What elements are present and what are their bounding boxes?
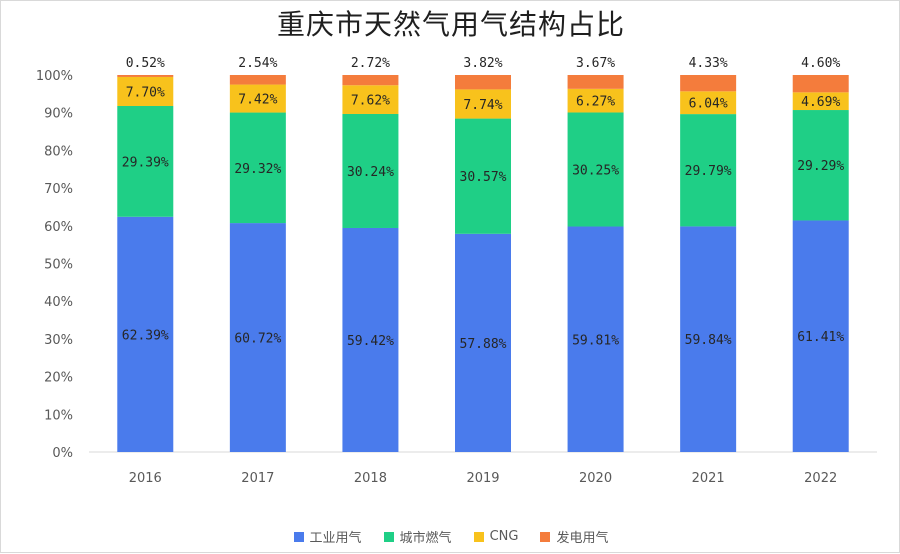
data-label: 3.67% [576,56,615,71]
y-tick-label: 80% [44,144,73,159]
bar-segment [117,105,174,217]
bar-segment [342,75,399,86]
legend-swatch [293,531,304,542]
legend: 工业用气 城市燃气 CNG 发电用气 [1,527,900,546]
data-label: 6.27% [576,95,615,110]
bar-segment [680,91,737,115]
x-tick-label: 2021 [692,471,725,486]
bar-segment [229,223,286,452]
y-tick-label: 30% [44,333,73,348]
data-label: 30.57% [460,170,507,185]
data-label: 60.72% [234,332,281,347]
bar-segment [342,85,399,114]
y-tick-label: 100% [36,69,73,84]
x-tick-label: 2019 [466,471,499,486]
legend-swatch [540,531,551,542]
bar-segment [342,113,399,228]
bar-segment [680,226,737,452]
bar-segment [342,227,399,452]
bar-segment [567,226,624,452]
y-tick-label: 20% [44,371,73,386]
x-axis-tick-labels: 2016 2017 2018 2019 2020 2021 2022 [129,471,838,486]
data-label: 57.88% [460,337,507,352]
bar-segment [680,114,737,227]
data-label: 29.29% [797,159,844,174]
chart-title: 重庆市天然气用气结构占比 [276,8,625,41]
data-label: 29.32% [234,162,281,177]
data-label: 4.33% [689,56,728,71]
y-axis-tick-labels: 0% 10% 20% 30% 40% 50% 60% 70% 80% 90% 100% [36,69,73,461]
bar-segment [117,216,174,452]
data-label: 7.42% [238,93,277,108]
bar-segment [455,118,511,234]
bar-segment [455,75,511,90]
bar-segment [229,112,286,224]
data-label: 7.70% [126,85,165,100]
bar-segment [455,89,511,119]
y-tick-label: 90% [44,107,73,122]
bar-segment [567,88,624,113]
data-label: 61.41% [797,330,844,345]
bar-segment [117,76,174,106]
bar-segment [680,75,737,92]
y-tick-label: 40% [44,295,73,310]
data-label: 2.72% [351,56,390,71]
data-label: 0.52% [126,56,165,71]
legend-label: 发电用气 [556,531,609,546]
legend-item: 工业用气 [293,527,362,546]
legend-item: CNG [473,527,519,546]
bar-segment [567,75,624,89]
bar-segment [229,84,286,113]
data-label: 3.82% [463,56,502,71]
data-label: 59.42% [347,334,394,349]
data-label: 7.74% [463,98,502,113]
data-label: 29.79% [685,164,732,179]
bar-segment [455,233,511,452]
bars-group [117,75,849,452]
data-label: 30.24% [347,165,394,180]
x-tick-label: 2022 [804,471,837,486]
y-tick-label: 60% [44,220,73,235]
bar-segment [792,220,849,452]
bar-segment [792,92,849,111]
y-tick-label: 50% [44,258,73,273]
data-label: 7.62% [351,94,390,109]
data-label: 59.81% [572,333,619,348]
bar-segment [792,75,849,93]
y-tick-label: 0% [52,446,73,461]
bar-segment [567,112,624,227]
data-label: 30.25% [572,163,619,178]
y-tick-label: 70% [44,182,73,197]
data-labels-group: 62.39% 29.39% 7.70% 0.52% 60.72% 29.32% 7.42% 2… [122,56,845,352]
data-label: 6.04% [689,97,728,112]
x-tick-label: 2017 [241,471,274,486]
data-label: 29.39% [122,155,169,170]
data-label: 59.84% [685,333,732,348]
x-tick-label: 2020 [579,471,612,486]
legend-swatch [383,531,394,542]
legend-label: 工业用气 [309,531,362,546]
x-tick-label: 2018 [354,471,387,486]
legend-label: 城市燃气 [399,531,452,546]
legend-item: 城市燃气 [383,527,452,546]
bar-segment [229,75,286,85]
bar-segment [117,75,174,77]
bar-segment [792,110,849,221]
legend-label: CNG [489,529,519,544]
data-label: 4.69% [801,95,840,110]
legend-swatch [473,531,484,542]
x-tick-label: 2016 [129,471,162,486]
data-label: 62.39% [122,328,169,343]
data-label: 2.54% [238,56,277,71]
legend-item: 发电用气 [540,527,608,546]
data-label: 4.60% [801,56,840,71]
y-tick-label: 10% [44,408,73,423]
